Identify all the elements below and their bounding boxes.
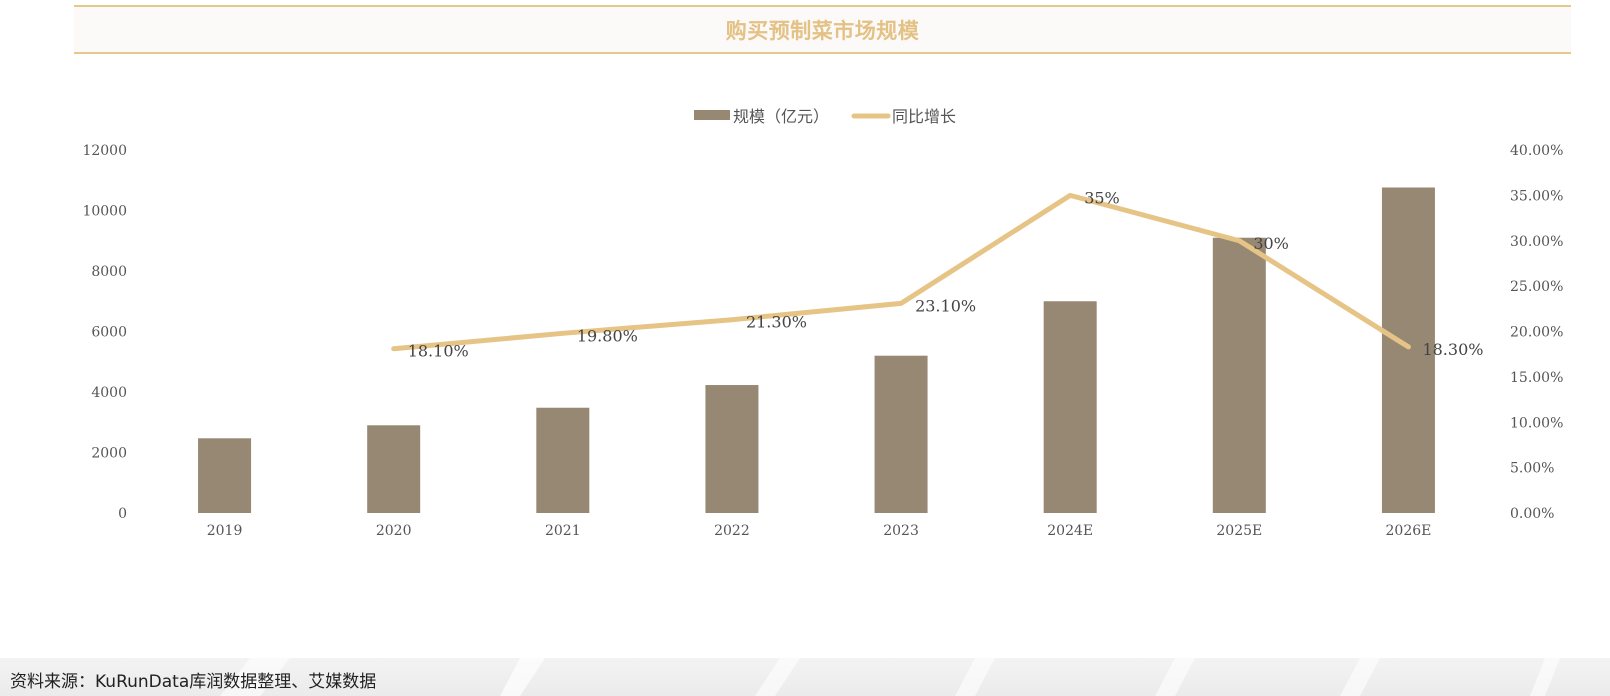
x-tick-label: 2019	[207, 523, 243, 539]
left-tick-label: 8000	[91, 264, 127, 280]
chart-title: 购买预制菜市场规模	[725, 18, 920, 43]
legend-bar-swatch	[694, 110, 730, 120]
source-note: 资料来源：KuRunData库润数据整理、艾媒数据	[10, 672, 377, 692]
left-tick-label: 4000	[91, 385, 127, 401]
bar-2025E	[1212, 237, 1266, 513]
footer-band: 资料来源：KuRunData库润数据整理、艾媒数据	[0, 658, 1610, 696]
left-tick-label: 6000	[91, 325, 127, 341]
growth-data-label: 23.10%	[915, 296, 976, 315]
bar-2020	[367, 425, 421, 513]
growth-data-label: 35%	[1084, 188, 1120, 207]
right-tick-label: 15.00%	[1510, 370, 1563, 386]
x-tick-label: 2020	[376, 523, 412, 539]
left-tick-label: 2000	[91, 446, 127, 462]
bar-series	[198, 187, 1435, 513]
bar-2021	[536, 407, 590, 513]
left-tick-label: 12000	[82, 143, 127, 159]
right-tick-label: 10.00%	[1510, 415, 1563, 431]
left-tick-label: 0	[118, 506, 127, 522]
left-tick-label: 10000	[82, 204, 127, 220]
left-axis: 0 2000 4000 6000 8000 10000 12000	[82, 143, 127, 522]
footer-decoration	[220, 658, 1560, 696]
right-tick-label: 5.00%	[1510, 461, 1554, 477]
growth-data-label: 19.80%	[577, 326, 638, 345]
chart-title-band: 购买预制菜市场规模	[74, 5, 1571, 54]
x-tick-label: 2024E	[1047, 523, 1093, 539]
growth-line	[391, 192, 1411, 352]
x-tick-label: 2023	[883, 523, 919, 539]
right-tick-label: 25.00%	[1510, 279, 1563, 295]
x-tick-label: 2021	[545, 523, 581, 539]
market-size-chart: 规模（亿元） 同比增长 020004000600080001000012000 …	[82, 107, 1563, 539]
bar-2024E	[1043, 301, 1097, 513]
right-tick-label: 30.00%	[1510, 234, 1563, 250]
right-tick-label: 20.00%	[1510, 325, 1563, 341]
growth-data-label: 30%	[1253, 234, 1289, 253]
chart-legend: 规模（亿元） 同比增长	[694, 107, 956, 126]
right-axis: 0.00% 5.00% 10.00% 15.00% 20.00% 25.00% 30.00%…	[1510, 143, 1563, 522]
legend-bar-label: 规模（亿元）	[733, 107, 829, 126]
right-tick-label: 40.00%	[1510, 143, 1563, 159]
x-tick-label: 2025E	[1216, 523, 1262, 539]
x-tick-label: 2022	[714, 523, 750, 539]
right-tick-label: 35.00%	[1510, 188, 1563, 204]
growth-data-label: 21.30%	[746, 313, 807, 332]
legend-line-label: 同比增长	[892, 107, 956, 126]
growth-line-series: 18.10% 19.80% 21.30% 23.10% 35% 30% 18.30%	[391, 188, 1483, 361]
bar-2019	[198, 438, 252, 513]
bar-2023	[874, 355, 928, 513]
right-tick-label: 0.00%	[1510, 506, 1554, 522]
x-tick-label: 2026E	[1386, 523, 1432, 539]
bar-2022	[705, 385, 759, 513]
growth-data-label: 18.30%	[1422, 340, 1483, 359]
bar-2026E	[1381, 187, 1435, 513]
growth-data-label: 18.10%	[408, 342, 469, 361]
x-axis: 2019 2020 2021 2022 2023 2024E 2025E 2026E	[207, 523, 1432, 539]
